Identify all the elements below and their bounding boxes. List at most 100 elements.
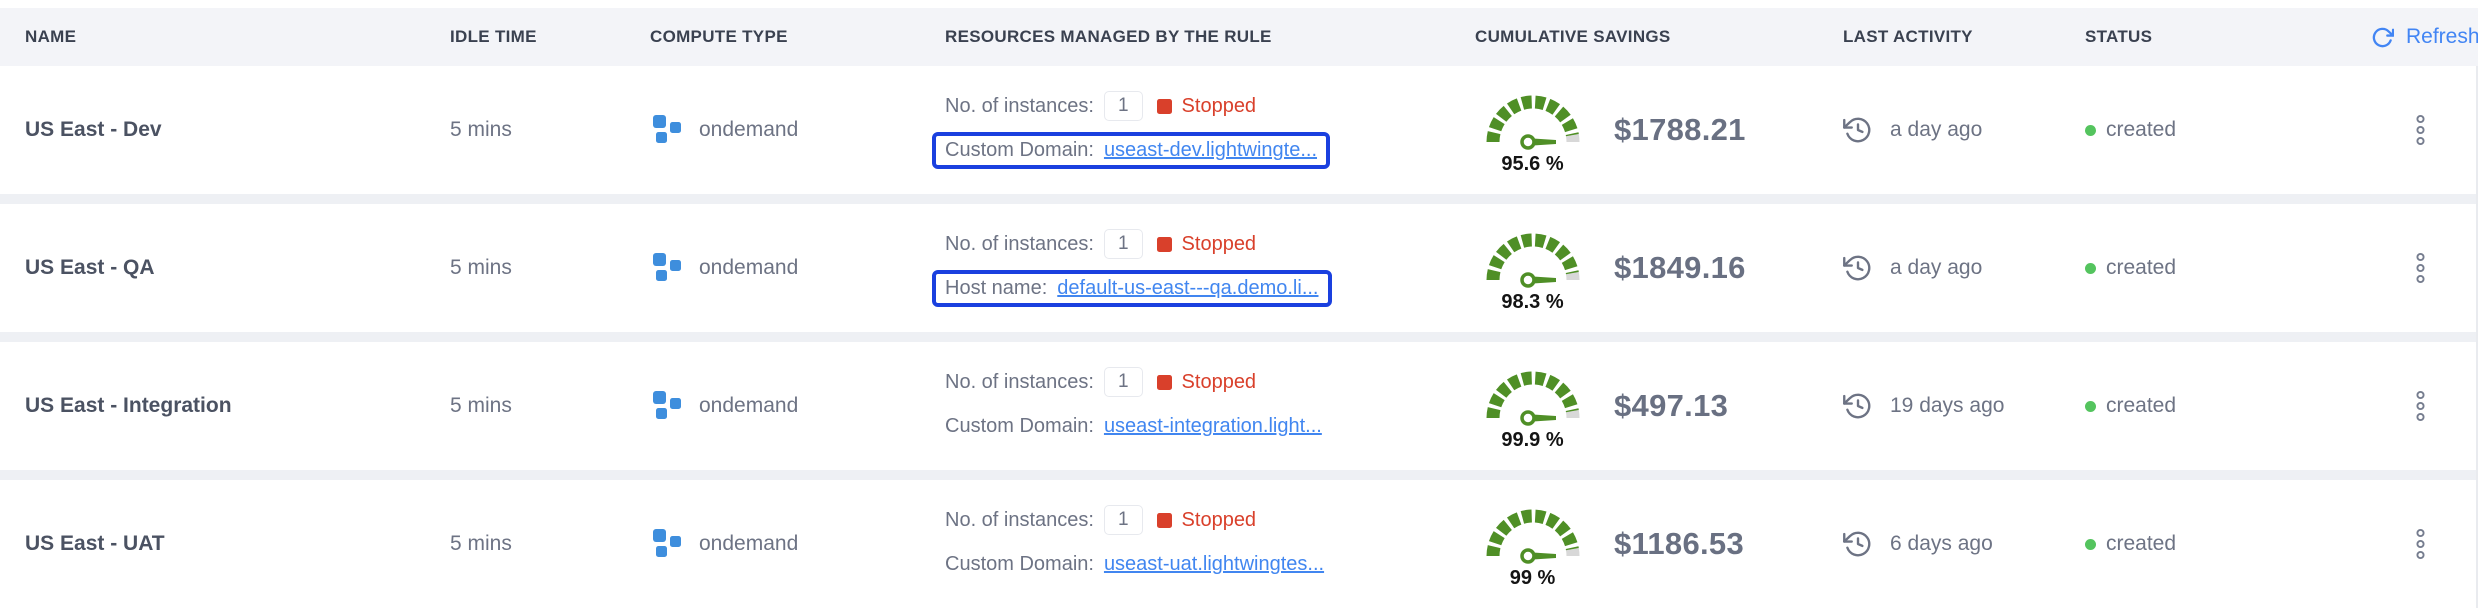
idle-time: 5 mins	[450, 532, 512, 555]
compute-type-icon	[650, 389, 684, 423]
savings-percent: 98.3 %	[1501, 290, 1564, 313]
resource-line: Host name: default-us-east---qa.demo.li.…	[932, 270, 1332, 308]
history-icon	[1843, 391, 1873, 421]
idle-time: 5 mins	[450, 118, 512, 141]
status-dot-icon	[2085, 400, 2096, 412]
compute-type-label: ondemand	[699, 532, 799, 555]
savings-amount: $1788.21	[1614, 112, 1746, 147]
resource-link[interactable]: useast-integration.light...	[1103, 415, 1322, 438]
table-body: US East - Dev 5 mins ondemand No. of ins…	[0, 66, 2478, 608]
savings-gauge: 99 %	[1475, 499, 1590, 590]
row-menu-button[interactable]	[2408, 522, 2433, 566]
status-badge: created	[2085, 256, 2365, 280]
row-menu-button[interactable]	[2408, 246, 2433, 290]
history-icon	[1843, 253, 1873, 283]
status-label: created	[2106, 118, 2177, 141]
savings-amount: $1849.16	[1614, 250, 1746, 285]
resource-line: Custom Domain: useast-uat.lightwingtes..…	[932, 546, 1337, 583]
instance-count: 1	[1103, 90, 1143, 122]
rule-name: US East - Integration	[25, 394, 232, 417]
instances-line: No. of instances: 1 Stopped	[945, 366, 1257, 398]
rule-name: US East - QA	[25, 256, 155, 279]
status-badge: created	[2085, 394, 2365, 418]
row-menu-button[interactable]	[2408, 108, 2433, 152]
column-header-status: STATUS	[2085, 27, 2153, 46]
resource-label: Custom Domain:	[945, 139, 1094, 162]
status-badge: created	[2085, 532, 2365, 556]
instance-state: Stopped	[1181, 508, 1257, 531]
savings-gauge: 98.3 %	[1475, 223, 1590, 314]
history-icon	[1843, 115, 1873, 145]
savings-percent: 99.9 %	[1501, 428, 1564, 451]
instances-label: No. of instances:	[945, 94, 1094, 117]
savings-gauge: 95.6 %	[1475, 85, 1590, 176]
table-header: NAME IDLE TIME COMPUTE TYPE RESOURCES MA…	[0, 8, 2478, 66]
idle-time: 5 mins	[450, 256, 512, 279]
savings-percent: 95.6 %	[1501, 152, 1564, 175]
table-row: US East - UAT 5 mins ondemand No. of ins…	[0, 480, 2476, 608]
rule-name: US East - Dev	[25, 118, 162, 141]
resource-label: Host name:	[945, 277, 1048, 300]
savings-gauge: 99.9 %	[1475, 361, 1590, 452]
resource-link[interactable]: useast-dev.lightwingte...	[1103, 139, 1318, 162]
history-icon	[1843, 529, 1873, 559]
column-header-resources: RESOURCES MANAGED BY THE RULE	[945, 27, 1272, 46]
instance-count: 1	[1103, 366, 1143, 398]
refresh-icon	[2371, 26, 2394, 49]
status-badge: created	[2085, 118, 2365, 142]
compute-type-icon	[650, 113, 684, 147]
instance-count: 1	[1103, 228, 1143, 260]
resource-label: Custom Domain:	[945, 553, 1094, 576]
instance-state: Stopped	[1181, 94, 1257, 117]
column-header-name: NAME	[25, 27, 77, 46]
idle-time: 5 mins	[450, 394, 512, 417]
instances-line: No. of instances: 1 Stopped	[945, 228, 1257, 260]
rule-name: US East - UAT	[25, 532, 165, 555]
resource-line: Custom Domain: useast-dev.lightwingte...	[932, 132, 1331, 170]
compute-type-label: ondemand	[699, 394, 799, 417]
compute-type-label: ondemand	[699, 118, 799, 141]
table-row: US East - QA 5 mins ondemand No. of inst…	[0, 204, 2476, 332]
row-menu-button[interactable]	[2408, 384, 2433, 428]
last-activity: a day ago	[1890, 256, 1983, 279]
table-row: US East - Integration 5 mins ondemand No…	[0, 342, 2476, 470]
stopped-state-icon	[1156, 512, 1172, 528]
compute-type-icon	[650, 527, 684, 561]
stopped-state-icon	[1156, 98, 1172, 114]
refresh-label: Refresh	[2406, 25, 2478, 48]
instance-state: Stopped	[1181, 232, 1257, 255]
status-dot-icon	[2085, 262, 2096, 274]
status-label: created	[2106, 532, 2177, 555]
instances-label: No. of instances:	[945, 508, 1094, 531]
refresh-button[interactable]: Refresh	[2365, 24, 2478, 50]
column-header-last-activity: LAST ACTIVITY	[1843, 27, 1973, 46]
column-header-cumulative-savings: CUMULATIVE SAVINGS	[1475, 27, 1671, 46]
resource-link[interactable]: default-us-east---qa.demo.li...	[1057, 277, 1319, 300]
instances-line: No. of instances: 1 Stopped	[945, 90, 1257, 122]
compute-type-icon	[650, 251, 684, 285]
resource-label: Custom Domain:	[945, 415, 1094, 438]
resource-line: Custom Domain: useast-integration.light.…	[932, 408, 1335, 445]
instances-line: No. of instances: 1 Stopped	[945, 504, 1257, 536]
instances-label: No. of instances:	[945, 370, 1094, 393]
column-header-compute-type: COMPUTE TYPE	[650, 27, 788, 46]
status-label: created	[2106, 256, 2177, 279]
last-activity: 6 days ago	[1890, 532, 1993, 555]
last-activity: a day ago	[1890, 118, 1983, 141]
stopped-state-icon	[1156, 374, 1172, 390]
stopped-state-icon	[1156, 236, 1172, 252]
status-dot-icon	[2085, 538, 2096, 550]
instance-count: 1	[1103, 504, 1143, 536]
last-activity: 19 days ago	[1890, 394, 2005, 417]
status-dot-icon	[2085, 124, 2096, 136]
column-header-idle-time: IDLE TIME	[450, 27, 537, 46]
instances-label: No. of instances:	[945, 232, 1094, 255]
table-row: US East - Dev 5 mins ondemand No. of ins…	[0, 66, 2476, 194]
instance-state: Stopped	[1181, 370, 1257, 393]
compute-type-label: ondemand	[699, 256, 799, 279]
savings-amount: $497.13	[1614, 388, 1729, 423]
resource-link[interactable]: useast-uat.lightwingtes...	[1103, 553, 1325, 576]
savings-amount: $1186.53	[1614, 526, 1744, 561]
status-label: created	[2106, 394, 2177, 417]
